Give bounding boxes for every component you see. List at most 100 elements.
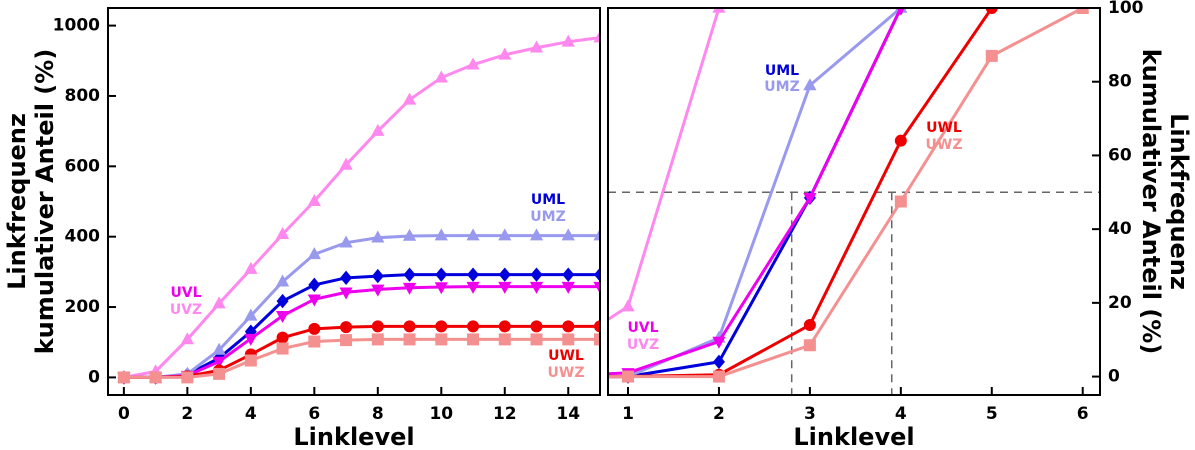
x-axis-label: Linklevel	[293, 423, 414, 450]
x-tick-label: 5	[986, 404, 998, 424]
marker	[531, 371, 543, 383]
marker	[803, 193, 817, 206]
marker	[308, 322, 321, 335]
y-tick-label: 800	[65, 86, 101, 106]
marker	[1076, 8, 1089, 14]
x-tick-label: 4	[245, 404, 257, 424]
y-axis-label: kumulativer Anteil (%)	[31, 49, 59, 355]
marker	[371, 123, 385, 136]
marker	[339, 235, 353, 248]
marker	[896, 8, 905, 16]
marker	[466, 281, 480, 294]
series-line	[608, 8, 721, 322]
marker	[149, 371, 162, 384]
y-tick-label: 80	[1108, 72, 1132, 92]
marker	[403, 333, 416, 346]
x-tick-label: 8	[372, 404, 384, 424]
series-label: UVZ	[170, 302, 202, 318]
marker	[371, 284, 385, 297]
series-label: UWZ	[926, 137, 963, 153]
marker	[340, 321, 353, 334]
series-label: UVL	[627, 320, 658, 336]
marker	[340, 334, 353, 347]
marker	[498, 281, 512, 294]
marker	[434, 282, 448, 295]
marker	[985, 49, 998, 62]
x-tick-label: 2	[181, 404, 193, 424]
x-axis-label: Linklevel	[793, 423, 914, 450]
series-label: UWZ	[548, 365, 585, 381]
series-line	[123, 36, 600, 379]
marker	[308, 277, 321, 293]
marker	[894, 134, 907, 147]
marker	[181, 371, 194, 384]
marker	[339, 287, 353, 300]
marker	[308, 335, 321, 348]
x-tick-label: 0	[118, 404, 130, 424]
y-tick-label: 60	[1108, 145, 1132, 165]
series-label: UML	[531, 192, 565, 208]
marker	[371, 333, 384, 346]
marker	[561, 281, 575, 294]
marker	[712, 336, 726, 349]
marker	[339, 157, 353, 170]
series-label: UVZ	[627, 337, 659, 353]
marker	[276, 342, 289, 355]
marker	[562, 267, 575, 282]
marker	[593, 281, 600, 294]
y-tick-label: 600	[65, 156, 101, 176]
marker	[244, 308, 258, 321]
y-tick-label: 20	[1108, 293, 1132, 313]
marker	[467, 267, 480, 282]
marker	[622, 370, 635, 383]
marker	[435, 333, 448, 346]
marker	[402, 228, 417, 241]
series-label: UVL	[170, 285, 201, 301]
marker	[803, 339, 816, 352]
marker	[803, 78, 817, 91]
marker	[403, 267, 416, 282]
marker	[213, 367, 226, 380]
y-tick-label: 400	[65, 227, 101, 247]
series-label: UWL	[926, 120, 962, 136]
marker	[212, 356, 226, 369]
y-axis-label: kumulativer Anteil (%)	[1137, 49, 1165, 355]
y-tick-label: 40	[1108, 219, 1132, 239]
series-label: UWL	[548, 348, 584, 364]
series-line	[123, 324, 600, 379]
marker	[402, 92, 417, 105]
marker	[530, 267, 543, 282]
plot-frame	[607, 7, 1101, 396]
plot-area	[531, 8, 1100, 395]
x-tick-label: 3	[804, 404, 816, 424]
marker	[467, 320, 480, 333]
x-tick-label: 10	[429, 404, 453, 424]
plot-area	[117, 30, 600, 385]
marker	[276, 293, 289, 309]
marker	[371, 320, 384, 333]
marker	[402, 282, 417, 295]
marker	[435, 267, 448, 282]
marker	[434, 70, 448, 83]
marker	[562, 333, 575, 346]
y-tick-label: 1000	[53, 16, 100, 36]
series-line	[123, 234, 600, 379]
marker	[894, 195, 907, 208]
marker	[244, 261, 258, 274]
marker	[712, 354, 725, 370]
marker	[531, 371, 543, 383]
marker	[466, 228, 480, 241]
marker	[435, 320, 448, 333]
marker	[498, 320, 511, 333]
series-label: UML	[765, 63, 799, 79]
marker	[530, 333, 543, 346]
marker	[275, 311, 290, 324]
marker	[212, 342, 226, 355]
marker	[117, 371, 130, 384]
marker	[467, 333, 480, 346]
marker	[244, 354, 257, 367]
marker	[307, 193, 321, 206]
marker	[985, 8, 998, 14]
y-axis-label: Linkfrequenz	[3, 113, 31, 290]
